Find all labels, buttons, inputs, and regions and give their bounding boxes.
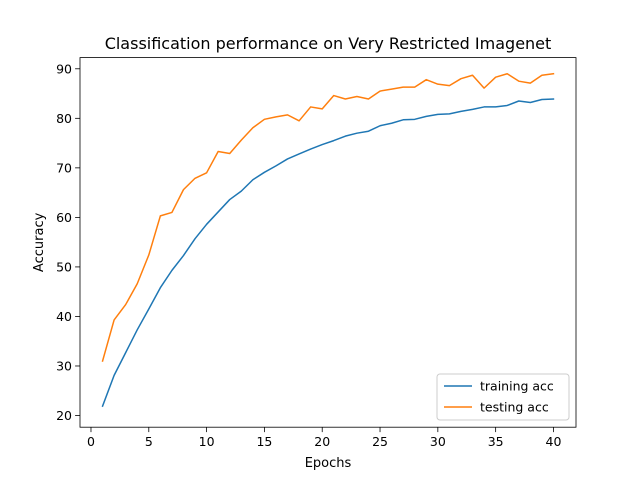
y-tick-label: 30	[56, 358, 72, 373]
series-line-0	[101, 98, 555, 408]
legend-label-training: training acc	[480, 379, 554, 394]
y-tick-label: 40	[56, 309, 72, 324]
x-tick-label: 5	[145, 434, 153, 449]
plot-frame	[79, 57, 577, 428]
y-axis-ticks: 20 30 40 50 60 70 80 90	[56, 61, 80, 423]
x-tick-label: 0	[87, 434, 95, 449]
x-axis-ticks: 0 5 10 15 20 25 30 35 40	[87, 427, 561, 449]
series-layer	[101, 72, 555, 408]
x-tick-label: 30	[430, 434, 446, 449]
x-axis-label: Epochs	[305, 456, 352, 471]
chart-title: Classification performance on Very Restr…	[105, 34, 552, 53]
y-tick-label: 50	[56, 259, 72, 274]
x-tick-label: 15	[256, 434, 272, 449]
x-tick-label: 10	[199, 434, 215, 449]
legend: training acc testing acc	[436, 373, 570, 421]
plot-area	[80, 57, 576, 428]
x-tick-label: 35	[488, 434, 504, 449]
y-tick-label: 20	[56, 408, 72, 423]
y-tick-label: 90	[56, 61, 72, 76]
x-tick-label: 20	[314, 434, 330, 449]
y-axis-label: Accuracy	[32, 212, 47, 272]
x-tick-label: 25	[372, 434, 388, 449]
series-line-1	[101, 72, 555, 362]
x-tick-label: 40	[546, 434, 562, 449]
y-tick-label: 70	[56, 160, 72, 175]
y-tick-label: 60	[56, 210, 72, 225]
y-tick-label: 80	[56, 111, 72, 126]
legend-label-testing: testing acc	[480, 400, 549, 415]
